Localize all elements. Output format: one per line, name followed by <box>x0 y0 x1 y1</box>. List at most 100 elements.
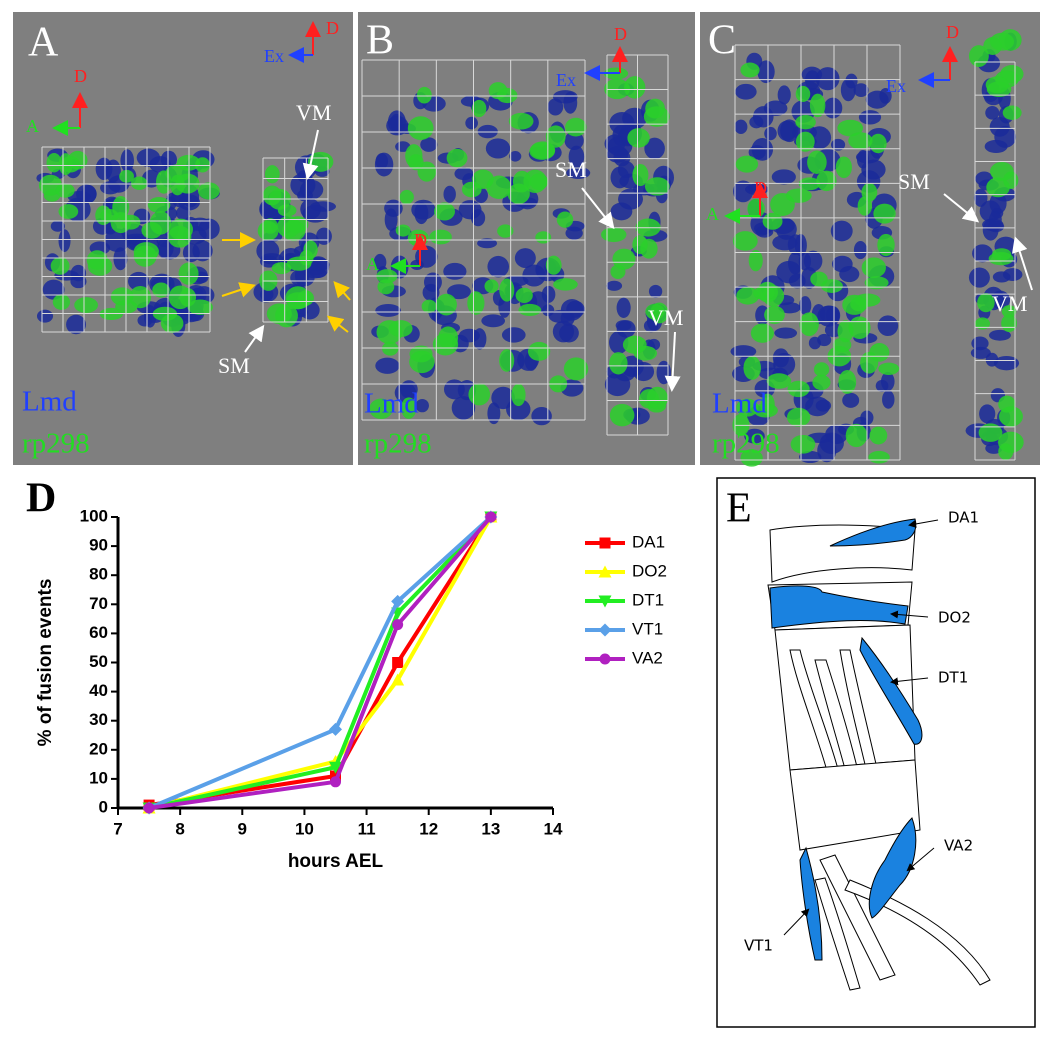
nucleus <box>807 150 827 174</box>
y-tick-label: 60 <box>89 623 108 642</box>
nucleus <box>514 248 536 268</box>
nucleus <box>606 280 623 291</box>
nucleus <box>994 125 1017 148</box>
axis-dir: A <box>366 254 379 274</box>
nucleus <box>732 231 758 251</box>
nucleus <box>46 152 62 173</box>
nucleus <box>369 398 393 420</box>
nucleus <box>401 397 417 419</box>
x-tick-label: 10 <box>295 819 314 838</box>
nucleus <box>838 370 857 394</box>
nucleus <box>541 285 556 303</box>
nucleus <box>809 93 826 118</box>
nucleus <box>990 161 1014 181</box>
nucleus <box>878 362 900 375</box>
axis-dir: D <box>946 22 959 42</box>
panel-label: E <box>726 486 752 532</box>
nucleus <box>770 192 795 216</box>
nucleus <box>968 45 989 67</box>
nucleus <box>991 248 1012 261</box>
nucleus <box>487 402 501 425</box>
marker <box>392 619 404 631</box>
nucleus <box>615 320 632 331</box>
axis-dir: A <box>26 116 39 136</box>
nucleus <box>730 345 757 358</box>
nucleus <box>515 287 533 303</box>
nucleus <box>119 169 134 183</box>
nucleus <box>819 305 840 323</box>
muscle-pointer <box>906 847 935 872</box>
nucleus <box>988 329 1011 341</box>
muscle-pointer <box>890 610 929 619</box>
nucleus <box>179 287 197 307</box>
nucleus <box>467 291 485 315</box>
nucleus <box>384 208 398 231</box>
nucleus <box>508 112 534 130</box>
nucleus <box>812 374 831 391</box>
nucleus <box>70 264 87 282</box>
nucleus <box>511 383 526 407</box>
nucleus <box>58 204 79 219</box>
marker <box>329 722 342 736</box>
nucleus <box>451 396 476 420</box>
nucleus <box>152 282 170 298</box>
nucleus <box>302 205 329 223</box>
nucleus <box>975 317 991 330</box>
nucleus <box>486 175 512 200</box>
muscle-pointer <box>890 677 929 686</box>
nucleus <box>839 265 860 283</box>
nucleus <box>842 392 860 408</box>
nucleus <box>998 395 1016 413</box>
nucleus <box>985 76 1009 94</box>
nucleus <box>877 233 895 257</box>
nucleus <box>400 380 418 399</box>
nucleus <box>799 312 819 337</box>
nucleus <box>788 273 806 289</box>
nucleus <box>610 166 630 189</box>
annotation-arrow <box>664 331 681 392</box>
nucleus <box>744 428 765 444</box>
nucleus <box>409 345 433 363</box>
nucleus <box>547 98 564 116</box>
nucleus <box>429 229 452 245</box>
y-tick-label: 100 <box>80 506 108 525</box>
nucleus <box>443 185 456 203</box>
nucleus <box>740 449 763 467</box>
nucleus <box>815 67 840 91</box>
legend-label: VA2 <box>632 648 663 667</box>
nucleus <box>989 210 1002 229</box>
nucleus <box>566 166 591 179</box>
axis-dir: A <box>706 204 719 224</box>
nucleus <box>848 132 873 150</box>
marker <box>143 802 155 814</box>
nucleus <box>399 189 414 205</box>
legend-marker <box>599 537 611 549</box>
annotation: VM <box>296 100 331 125</box>
muscle-pointer <box>908 519 939 528</box>
nucleus <box>879 87 892 104</box>
nucleus <box>816 170 837 192</box>
axis-dir: D <box>326 18 339 38</box>
nucleus <box>853 83 869 97</box>
muscle-label: DT1 <box>938 669 968 687</box>
annotation: SM <box>555 157 587 182</box>
nucleus <box>477 238 498 249</box>
nucleus <box>481 314 506 328</box>
nucleus <box>271 262 292 275</box>
nucleus <box>993 355 1020 371</box>
x-tick-label: 7 <box>113 819 122 838</box>
nucleus <box>488 82 508 100</box>
yellow-arrow <box>326 315 349 333</box>
muscle-label: DO2 <box>938 609 971 627</box>
legend-marker <box>598 565 612 578</box>
marker <box>391 673 405 686</box>
marker <box>485 511 497 523</box>
nucleus <box>989 192 1007 215</box>
x-tick-label: 12 <box>419 819 438 838</box>
nucleus <box>87 256 113 276</box>
nucleus <box>990 32 1015 51</box>
muscle-label: VT1 <box>744 937 773 955</box>
annotation-arrow <box>302 129 319 180</box>
nucleus <box>447 284 471 300</box>
nucleus <box>977 293 995 313</box>
